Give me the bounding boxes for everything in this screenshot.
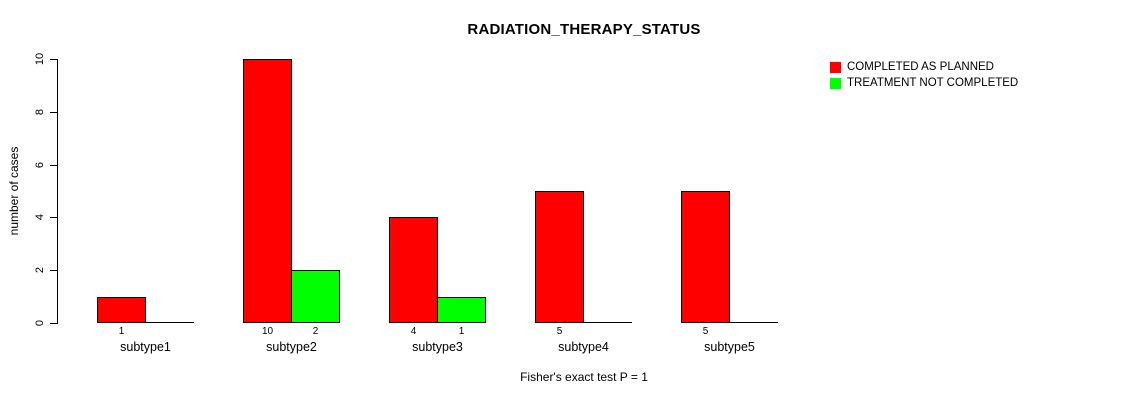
legend-item-completed: COMPLETED AS PLANNED bbox=[830, 61, 1018, 74]
bar-value-label: 2 bbox=[312, 326, 319, 337]
bar-completed bbox=[535, 191, 584, 323]
zero-bar-line bbox=[145, 322, 194, 323]
y-tick-label: 2 bbox=[34, 266, 46, 274]
x-category-label: subtype5 bbox=[704, 340, 755, 354]
y-axis-label: number of cases bbox=[7, 146, 21, 236]
chart-title: RADIATION_THERAPY_STATUS bbox=[467, 21, 701, 38]
bar-completed bbox=[97, 297, 146, 323]
y-axis-tick bbox=[50, 59, 57, 60]
bar-completed bbox=[243, 59, 292, 323]
y-tick-label: 0 bbox=[34, 319, 46, 327]
legend-label-completed: COMPLETED AS PLANNED bbox=[847, 61, 994, 73]
legend-label-not-completed: TREATMENT NOT COMPLETED bbox=[847, 77, 1019, 89]
y-tick-label: 10 bbox=[34, 52, 46, 66]
bar-value-label: 4 bbox=[410, 326, 417, 337]
x-category-label: subtype1 bbox=[120, 340, 171, 354]
bar-value-label: 1 bbox=[118, 326, 125, 337]
y-axis-tick bbox=[50, 217, 57, 218]
zero-bar-line bbox=[583, 322, 632, 323]
legend-swatch-not-completed-icon bbox=[830, 78, 841, 89]
bar-value-label: 5 bbox=[702, 326, 709, 337]
bar-value-label: 5 bbox=[556, 326, 563, 337]
bar-not-completed bbox=[291, 270, 340, 323]
y-axis-tick bbox=[50, 323, 57, 324]
y-axis-tick bbox=[50, 112, 57, 113]
x-category-label: subtype2 bbox=[266, 340, 317, 354]
legend: COMPLETED AS PLANNED TREATMENT NOT COMPL… bbox=[830, 61, 1018, 90]
y-axis-tick bbox=[50, 165, 57, 166]
legend-swatch-completed-icon bbox=[830, 62, 841, 73]
zero-bar-line bbox=[729, 322, 778, 323]
y-tick-label: 6 bbox=[34, 161, 46, 169]
annotation-text: Fisher's exact test P = 1 bbox=[520, 370, 648, 384]
bar-completed bbox=[389, 217, 438, 323]
x-category-label: subtype3 bbox=[412, 340, 463, 354]
y-tick-label: 4 bbox=[34, 213, 46, 221]
y-axis-line bbox=[57, 59, 58, 324]
y-axis-tick bbox=[50, 270, 57, 271]
x-category-label: subtype4 bbox=[558, 340, 609, 354]
bar-completed bbox=[681, 191, 730, 323]
bar-not-completed bbox=[437, 297, 486, 323]
legend-item-not-completed: TREATMENT NOT COMPLETED bbox=[830, 77, 1018, 90]
y-tick-label: 8 bbox=[34, 108, 46, 116]
bar-value-label: 1 bbox=[458, 326, 465, 337]
bar-value-label: 10 bbox=[261, 326, 274, 337]
